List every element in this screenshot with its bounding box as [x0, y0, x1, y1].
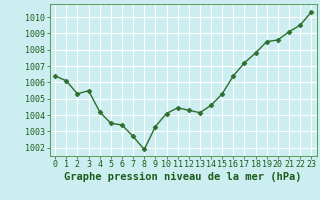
X-axis label: Graphe pression niveau de la mer (hPa): Graphe pression niveau de la mer (hPa): [64, 172, 302, 182]
